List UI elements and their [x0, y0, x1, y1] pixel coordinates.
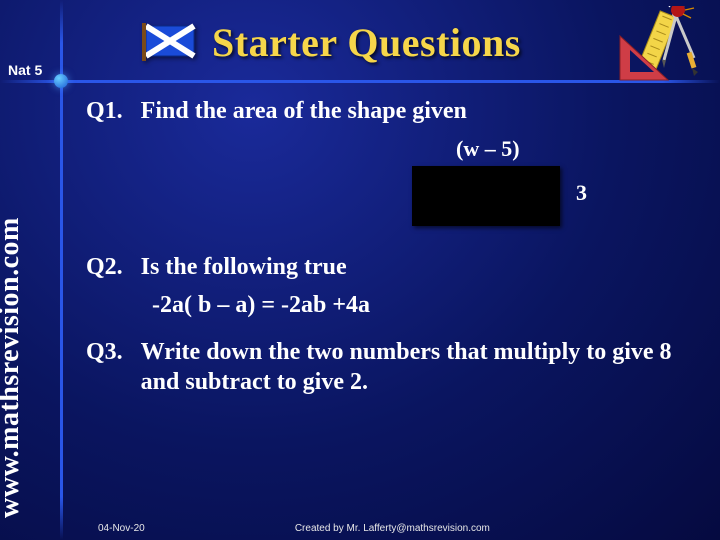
- footer-date: 04-Nov-20: [98, 523, 145, 534]
- content-area: Q1. Find the area of the shape given (w …: [86, 96, 700, 512]
- scotland-flag-icon: [140, 23, 198, 61]
- question-1-shape: (w – 5) 3: [86, 136, 700, 246]
- header: Starter Questions: [140, 12, 610, 72]
- shape-height-label: 3: [576, 180, 587, 206]
- question-3: Q3. Write down the two numbers that mult…: [86, 337, 700, 397]
- chapter-label: Nat 5: [8, 62, 42, 78]
- question-1-number: Q1.: [86, 96, 123, 126]
- question-2-text: Is the following true: [141, 252, 700, 282]
- shape-rectangle: [412, 166, 560, 226]
- math-tools-icon: [612, 6, 710, 92]
- question-1-text: Find the area of the shape given: [141, 96, 700, 126]
- footer: 04-Nov-20 Created by Mr. Lafferty@mathsr…: [86, 523, 700, 534]
- question-2-equation: -2a( b – a) = -2ab +4a: [152, 292, 700, 319]
- divider-node: [54, 74, 68, 88]
- question-1: Q1. Find the area of the shape given: [86, 96, 700, 126]
- question-2: Q2. Is the following true: [86, 252, 700, 282]
- question-2-number: Q2.: [86, 252, 123, 282]
- shape-width-label: (w – 5): [456, 136, 520, 162]
- question-3-text: Write down the two numbers that multiply…: [141, 337, 700, 397]
- question-3-number: Q3.: [86, 337, 123, 397]
- page-title: Starter Questions: [212, 19, 521, 66]
- footer-credit: Created by Mr. Lafferty@mathsrevision.co…: [295, 523, 490, 534]
- sidebar-website-label: www.mathsrevision.com: [0, 217, 26, 518]
